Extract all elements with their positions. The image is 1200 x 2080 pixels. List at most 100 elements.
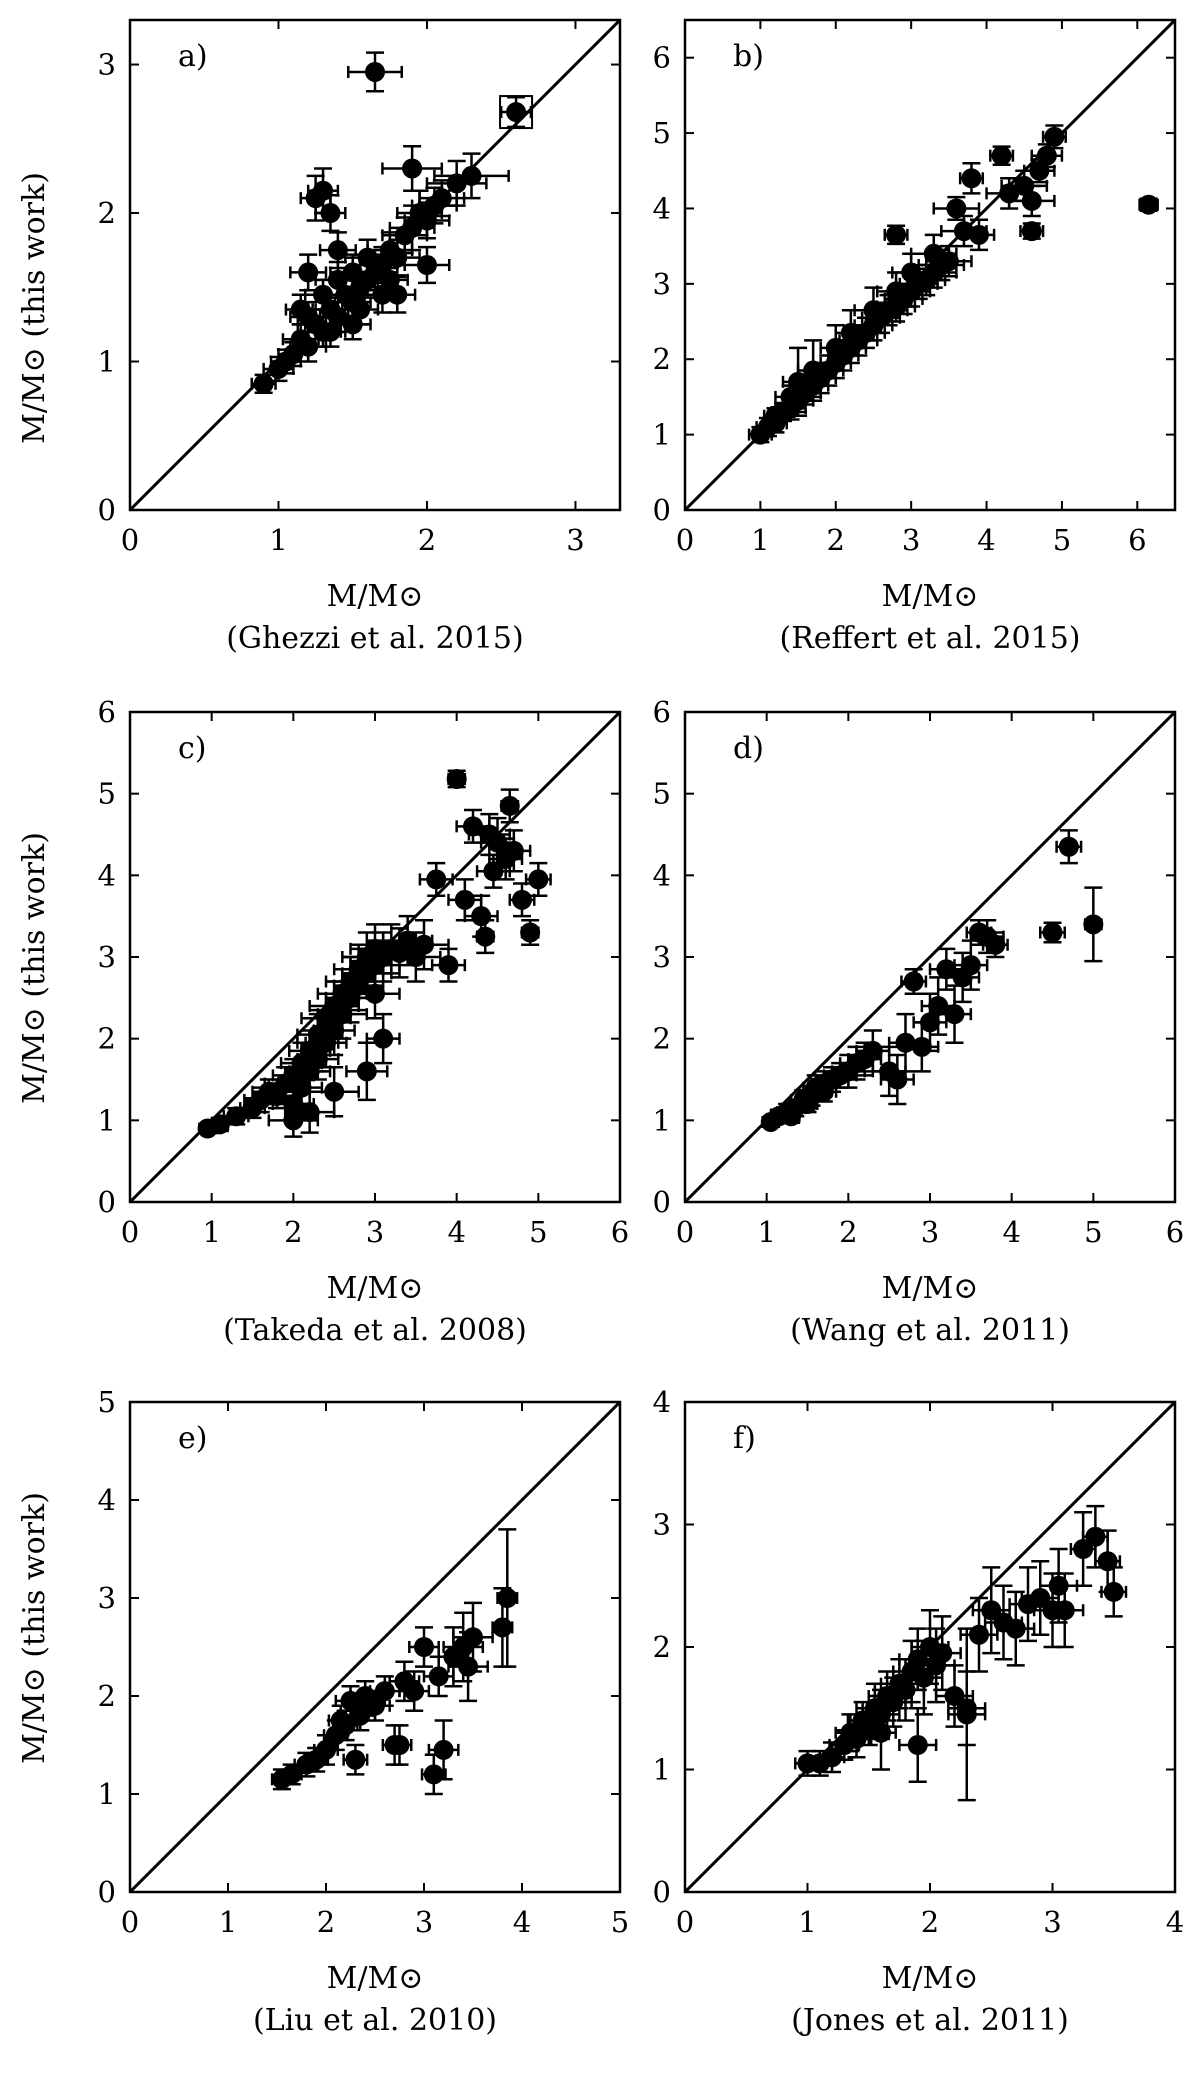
panel-label: e) (178, 1421, 207, 1456)
data-point (903, 971, 924, 992)
y-tick-label: 4 (653, 1385, 671, 1419)
data-point (969, 1624, 989, 1645)
y-tick-label: 1 (98, 1777, 116, 1811)
data-points (270, 1528, 519, 1796)
data-point (991, 145, 1012, 166)
data-point (320, 321, 341, 342)
y-tick-label: 3 (98, 1581, 116, 1615)
data-point (492, 1617, 513, 1638)
x-tick-label: 4 (1002, 1215, 1020, 1249)
data-point (765, 405, 786, 426)
data-point (290, 299, 311, 320)
x-axis-label: M/M⊙ (327, 1961, 424, 1996)
data-point (446, 768, 467, 789)
highlight-box (499, 95, 534, 130)
x-tick-label: 0 (676, 1905, 694, 1939)
x-tick-label: 1 (202, 1215, 220, 1249)
data-points (197, 768, 552, 1139)
data-points (760, 829, 1104, 1132)
source-citation: (Ghezzi et al. 2015) (226, 621, 523, 656)
data-point (1054, 1600, 1075, 1621)
data-point (932, 1643, 953, 1664)
y-tick-label: 1 (653, 418, 671, 452)
y-tick-label: 6 (98, 695, 116, 729)
y-tick-label: 0 (98, 493, 116, 527)
x-tick-label: 3 (921, 1215, 939, 1249)
data-point (438, 955, 459, 976)
data-point (956, 1698, 977, 1719)
y-tick-label: 2 (98, 1022, 116, 1056)
data-point (433, 1739, 454, 1760)
data-point (969, 224, 989, 245)
data-point (512, 889, 532, 910)
x-tick-label: 5 (1084, 1215, 1102, 1249)
y-axis-label-row1: M/M⊙ (this work) (17, 172, 52, 444)
data-point (1021, 221, 1042, 242)
data-point (797, 1094, 818, 1114)
data-point (324, 1081, 345, 1102)
data-point (803, 360, 824, 381)
data-point (1021, 190, 1042, 211)
data-point (813, 1081, 834, 1102)
data-point (463, 1627, 483, 1648)
data-point (446, 173, 467, 194)
x-tick-label: 2 (284, 1215, 302, 1249)
data-point (281, 1764, 302, 1785)
panel-a: 0 1 2 3 0 1 2 3 a) M/M⊙ (Ghezzi et al. 2015) (98, 18, 622, 656)
data-point (928, 996, 949, 1016)
panel-label: d) (733, 731, 764, 766)
x-tick-label: 1 (751, 523, 769, 557)
data-point (372, 284, 393, 305)
y-tick-label: 2 (653, 342, 671, 376)
data-point (414, 934, 434, 955)
data-point (1058, 836, 1079, 857)
data-point (357, 247, 378, 268)
data-point (944, 1004, 965, 1025)
y-tick-label: 3 (653, 1508, 671, 1542)
x-tick-label: 2 (827, 523, 845, 557)
x-tick-label: 2 (921, 1905, 939, 1939)
data-point (389, 1735, 410, 1755)
x-tick-label: 5 (1053, 523, 1071, 557)
y-tick-label: 1 (98, 1103, 116, 1137)
x-tick-label: 0 (121, 1215, 139, 1249)
data-point (458, 1656, 479, 1677)
x-tick-label: 0 (676, 523, 694, 557)
data-point (1103, 1581, 1124, 1602)
panel-label: c) (178, 731, 207, 766)
data-point (946, 198, 967, 219)
y-tick-label: 0 (653, 1875, 671, 1909)
axes-frame (683, 18, 1177, 512)
x-tick-label: 4 (977, 523, 995, 557)
data-point (414, 1637, 434, 1657)
y-tick-label: 5 (653, 116, 671, 150)
panel-label: f) (733, 1421, 756, 1456)
data-point (1042, 922, 1063, 943)
data-point (307, 1032, 328, 1053)
y-axis-label-row2: M/M⊙ (this work) (17, 832, 52, 1104)
y-tick-label: 4 (98, 858, 116, 892)
data-point (365, 1695, 385, 1716)
y-tick-label: 1 (653, 1103, 671, 1137)
source-citation: (Liu et al. 2010) (253, 2003, 497, 2038)
data-point (335, 1715, 356, 1736)
x-tick-label: 0 (121, 1905, 139, 1939)
data-point (960, 955, 981, 976)
x-tick-label: 1 (757, 1215, 775, 1249)
data-point (981, 1600, 1002, 1621)
identity-line (685, 712, 1175, 1202)
data-point (923, 243, 944, 264)
y-tick-label: 2 (98, 196, 116, 230)
y-tick-label: 5 (98, 1385, 116, 1419)
data-point (862, 1040, 883, 1061)
data-point (944, 1686, 965, 1706)
data-point (402, 158, 423, 179)
panel-f: 0 1 2 3 4 0 1 2 3 4 f) M/M⊙ (Jones et al. 2011) (653, 1385, 1185, 2038)
identity-line (130, 1402, 620, 1892)
data-point (503, 840, 524, 861)
y-tick-label: 1 (653, 1753, 671, 1787)
x-axis-label: M/M⊙ (882, 1961, 979, 1996)
data-point (871, 1722, 891, 1743)
data-point (283, 1110, 304, 1131)
